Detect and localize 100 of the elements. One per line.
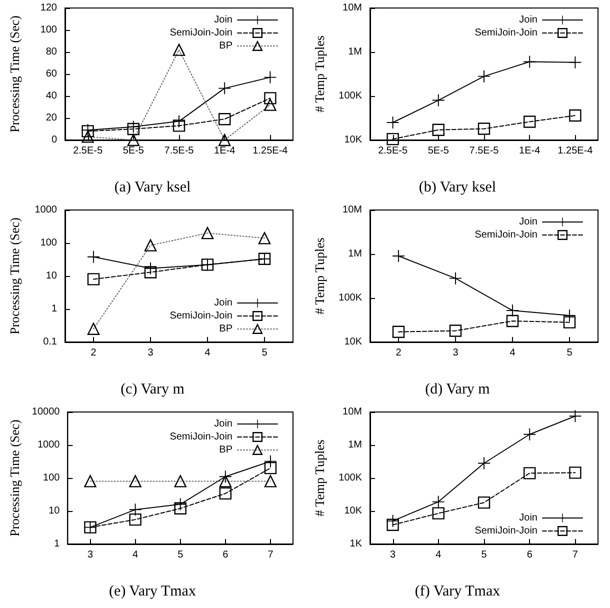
- x-tick-label: 5E-5: [122, 146, 144, 156]
- y-tick-label: 10000: [32, 406, 60, 418]
- x-tick-label: 2.5E-5: [73, 146, 103, 156]
- y-tick-label: 20: [46, 112, 58, 124]
- y-tick-label: 80: [46, 46, 58, 58]
- y-tick-label: 1K: [350, 538, 362, 550]
- legend-label: Join: [519, 14, 538, 26]
- y-tick-label: 0: [51, 134, 58, 146]
- text: (f) Vary Tmax: [414, 584, 501, 600]
- legend-label: SemiJoin-Join: [474, 526, 538, 536]
- point: [478, 496, 490, 509]
- point: [218, 113, 231, 126]
- point: [506, 314, 519, 328]
- point: [218, 82, 231, 94]
- point: [129, 513, 142, 526]
- legend-label: Join: [519, 512, 538, 524]
- x-tick-label: 1.25E-4: [252, 146, 288, 156]
- y-tick-label: 10: [46, 270, 58, 282]
- x-tick-label: 6: [526, 550, 533, 560]
- x-tick-label: 3: [87, 550, 94, 560]
- y-tick-label: 1M: [348, 46, 362, 58]
- y-axis-title: # Temp Tuples: [312, 440, 327, 516]
- y-axis-title: Processing Time (Sec): [7, 218, 22, 334]
- x-tick-label: 2: [396, 348, 402, 358]
- y-tick-label: 10M: [342, 204, 362, 216]
- x-tick-label: 3: [390, 550, 396, 560]
- x-tick-label: 4: [510, 348, 516, 358]
- legend-label: BP: [219, 40, 233, 52]
- y-tick-label: 100K: [338, 472, 362, 484]
- y-tick-label: 1000: [37, 440, 60, 450]
- y-axis-title: # Temp Tuples: [312, 238, 327, 314]
- point: [569, 466, 582, 479]
- point: [524, 467, 536, 480]
- y-axis-title: # Temp Tuples: [312, 36, 327, 112]
- y-tick-label: 1000: [34, 204, 58, 216]
- x-tick-label: 1E-4: [214, 146, 236, 156]
- point: [564, 310, 576, 322]
- x-tick-label: 7: [268, 550, 274, 560]
- y-tick-label: 1: [51, 304, 58, 314]
- x-tick-label: 6: [222, 550, 229, 560]
- y-tick-label: 100: [43, 472, 60, 484]
- point: [174, 502, 186, 514]
- text: (e) Vary Tmax: [109, 584, 196, 600]
- y-tick-label: 10K: [344, 134, 362, 146]
- x-tick-label: 4: [204, 348, 211, 358]
- x-tick-label: 5: [481, 550, 488, 560]
- y-tick-label: 0.1: [43, 336, 58, 348]
- point: [264, 455, 276, 468]
- point: [386, 116, 399, 128]
- x-tick-label: 4: [436, 550, 442, 560]
- y-tick-label: 120: [40, 2, 58, 14]
- y-tick-label: 10K: [344, 336, 362, 348]
- x-tick-label: 1E-4: [519, 146, 541, 156]
- x-tick-label: 7.5E-5: [164, 146, 194, 156]
- x-tick-label: 3: [452, 348, 459, 358]
- y-tick-label: 10K: [344, 506, 362, 516]
- y-tick-label: 40: [46, 90, 58, 102]
- point: [87, 273, 100, 286]
- legend-label: Join: [214, 418, 232, 430]
- point: [219, 487, 232, 500]
- point: [264, 462, 277, 474]
- x-tick-label: 7.5E-5: [469, 146, 500, 156]
- point: [129, 504, 142, 516]
- point: [449, 324, 462, 337]
- point: [569, 56, 582, 68]
- point: [392, 326, 405, 338]
- x-tick-label: 4: [132, 550, 139, 560]
- x-tick-label: 5: [178, 550, 184, 560]
- point: [392, 250, 404, 262]
- text: (a) Vary ksel: [114, 180, 191, 196]
- text: (b) Vary ksel: [418, 180, 496, 196]
- point: [478, 122, 490, 135]
- point: [569, 109, 582, 122]
- point: [450, 272, 462, 284]
- y-tick-label: 100: [40, 24, 58, 36]
- legend-label: SemiJoin-Join: [170, 310, 232, 322]
- x-tick-label: 1.25E-4: [558, 146, 594, 156]
- point: [127, 122, 140, 136]
- legend-label: Join: [214, 14, 232, 26]
- legend-label: Join: [519, 216, 538, 228]
- x-tick-label: 2: [90, 348, 97, 358]
- point: [569, 410, 582, 422]
- y-tick-label: 100K: [338, 292, 362, 304]
- point: [506, 304, 518, 316]
- y-tick-label: 60: [46, 68, 58, 80]
- legend-label: SemiJoin-Join: [474, 230, 538, 240]
- x-tick-label: 7: [572, 550, 578, 560]
- y-axis-title: Processing Time (Sec): [7, 16, 22, 132]
- x-tick-label: 5: [262, 348, 268, 358]
- x-tick-label: 2.5E-5: [378, 146, 408, 156]
- point: [563, 316, 576, 328]
- legend-label: BP: [219, 324, 233, 334]
- y-tick-label: 1M: [348, 440, 362, 450]
- point: [432, 507, 444, 520]
- point: [524, 116, 536, 128]
- point: [144, 266, 157, 278]
- legend-label: Join: [214, 298, 232, 308]
- text: (d) Vary m: [425, 382, 490, 398]
- y-tick-label: 10: [48, 506, 60, 516]
- legend-label: SemiJoin-Join: [170, 432, 232, 442]
